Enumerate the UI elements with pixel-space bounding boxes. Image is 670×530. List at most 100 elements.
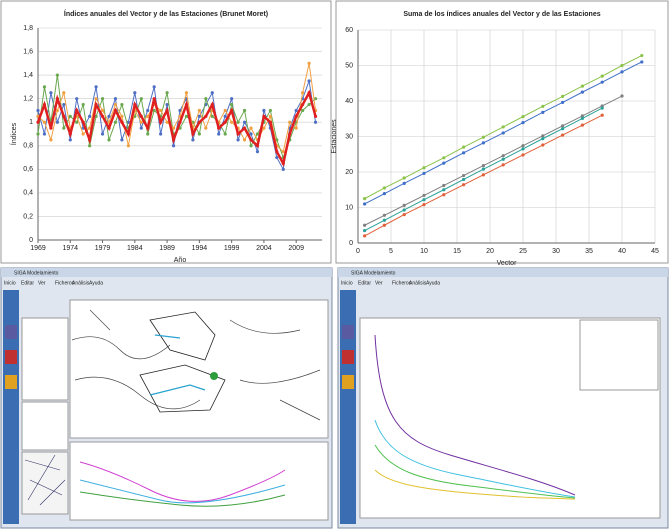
icon — [5, 375, 17, 389]
x-tick-label: 35 — [585, 248, 593, 255]
marker — [152, 97, 156, 101]
marker — [133, 102, 137, 107]
y-tick-label: 1,4 — [23, 72, 33, 79]
marker — [521, 147, 525, 151]
y-tick-label: 0,6 — [23, 166, 33, 173]
marker — [275, 150, 279, 154]
menu-item: Ficheros — [392, 280, 412, 286]
marker — [230, 108, 234, 113]
window-left: SIGA Modelamiento Inicio Editar Ver Fichero… — [0, 267, 333, 529]
marker — [68, 138, 72, 142]
chart: Suma de los índices anuales del Vector y… — [331, 11, 659, 267]
y-tick-label: 50 — [345, 62, 353, 69]
marker — [152, 108, 156, 113]
marker — [501, 154, 505, 158]
marker — [561, 124, 565, 128]
menu-item: Ayuda — [89, 280, 103, 286]
marker — [481, 164, 485, 168]
curve — [79, 479, 286, 504]
marker — [230, 120, 234, 124]
x-tick-label: 30 — [552, 248, 560, 255]
marker — [363, 223, 367, 227]
marker — [178, 108, 182, 113]
curve — [79, 491, 286, 507]
marker — [146, 132, 150, 136]
sidebar — [3, 290, 19, 524]
marker — [55, 108, 59, 113]
marker — [521, 121, 525, 125]
marker — [236, 138, 240, 142]
icon — [342, 325, 354, 339]
marker — [242, 126, 247, 130]
marker — [165, 102, 169, 107]
marker — [262, 126, 266, 130]
marker — [75, 108, 79, 113]
marker — [640, 53, 644, 58]
marker — [268, 114, 272, 118]
map-lines — [71, 309, 321, 421]
marker — [402, 213, 406, 217]
marker — [640, 60, 644, 64]
marker — [442, 188, 446, 192]
marker — [178, 120, 182, 124]
marker — [382, 192, 386, 196]
marker — [481, 173, 485, 177]
marker — [126, 132, 130, 136]
marker — [36, 108, 40, 113]
marker — [294, 108, 298, 113]
marker — [462, 145, 466, 149]
marker — [255, 132, 260, 136]
curve — [374, 469, 576, 500]
marker — [301, 108, 305, 113]
icon — [5, 350, 17, 364]
marker — [230, 97, 234, 101]
marker — [402, 181, 406, 185]
marker — [262, 114, 266, 118]
marker — [42, 85, 47, 89]
marker — [113, 108, 118, 113]
marker — [501, 125, 505, 129]
curve — [374, 444, 576, 499]
marker — [402, 203, 406, 207]
marker — [191, 132, 195, 136]
menu-item: Ver — [375, 280, 383, 286]
marker — [75, 120, 79, 124]
x-tick-label: 2009 — [288, 245, 304, 252]
marker — [88, 114, 92, 118]
marker — [422, 166, 426, 170]
marker — [223, 132, 227, 136]
marker — [281, 167, 285, 171]
marker — [165, 91, 169, 95]
marker — [88, 138, 92, 142]
series-line — [364, 95, 623, 226]
icon — [5, 325, 17, 339]
x-tick-label: 15 — [453, 248, 461, 255]
marker — [75, 97, 79, 101]
y-tick-label: 60 — [345, 27, 353, 34]
marker — [49, 138, 53, 142]
marker — [255, 144, 260, 148]
marker — [422, 203, 426, 207]
marker — [580, 84, 585, 88]
y-tick-label: 1,2 — [23, 96, 33, 103]
y-axis-label: Índices — [9, 122, 18, 145]
marker — [521, 153, 525, 157]
x-tick-label: 1974 — [62, 245, 78, 252]
marker — [242, 138, 247, 142]
marker — [561, 133, 565, 137]
layer-list — [21, 317, 69, 401]
marker — [561, 127, 565, 131]
marker — [210, 91, 214, 95]
marker — [481, 141, 485, 145]
marker — [204, 97, 208, 101]
marker — [268, 108, 272, 113]
x-tick-label: 1979 — [95, 245, 111, 252]
icon — [342, 350, 354, 364]
marker — [62, 114, 66, 118]
marker — [462, 173, 466, 178]
marker — [541, 143, 545, 147]
marker — [81, 120, 85, 124]
marker — [462, 151, 466, 155]
menu-item: Inicio — [4, 280, 16, 286]
